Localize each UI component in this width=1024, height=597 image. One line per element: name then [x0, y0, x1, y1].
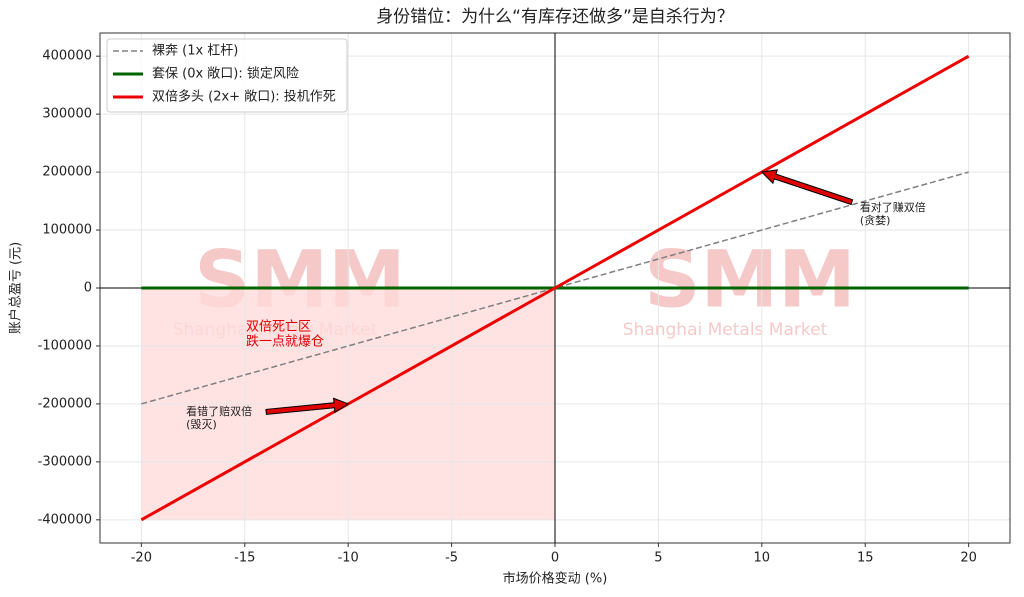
annotation-text: (毁灭): [186, 417, 217, 431]
y-tick-label: -400000: [38, 512, 92, 527]
y-tick-label: 400000: [42, 49, 92, 64]
series-line: [141, 171, 969, 405]
x-tick-label: -20: [131, 551, 152, 566]
x-axis-label: 市场价格变动 (%): [503, 571, 608, 587]
y-tick-label: -200000: [38, 396, 92, 411]
y-axis-label: 账户总盈亏 (元): [8, 242, 24, 334]
zone-label: 跌一点就爆仓: [246, 334, 324, 350]
annotation-text: 看对了赚双倍: [860, 200, 926, 214]
zone-label: 双倍死亡区: [246, 320, 311, 335]
x-tick-label: -10: [338, 551, 359, 566]
x-tick-label: 10: [754, 551, 771, 566]
watermark-logo: SMM: [644, 235, 855, 325]
x-tick-label: 20: [960, 551, 977, 566]
x-tick-label: -5: [445, 551, 458, 566]
annotation-arrow: [760, 169, 854, 206]
x-tick-label: 5: [654, 551, 662, 566]
y-tick-label: 100000: [42, 223, 92, 238]
x-tick-label: -15: [234, 551, 255, 566]
x-tick-label: 15: [857, 551, 874, 566]
y-tick-label: -100000: [38, 338, 92, 353]
x-tick-label: 0: [551, 551, 559, 566]
y-tick-label: -300000: [38, 454, 92, 469]
annotation-text: 看错了赔双倍: [186, 404, 252, 418]
y-tick-label: 300000: [42, 107, 92, 122]
y-tick-label: 200000: [42, 165, 92, 180]
chart-title: 身份错位：为什么“有库存还做多”是自杀行为？: [376, 7, 734, 27]
legend-label: 双倍多头 (2x+ 敞口): 投机作死: [152, 89, 336, 105]
legend-label: 裸奔 (1x 杠杆): [152, 43, 238, 59]
legend-box: [106, 38, 348, 113]
annotation-text: (贪婪): [860, 213, 891, 227]
annotation-arrow: [265, 397, 350, 415]
series-line: [140, 54, 970, 522]
y-tick-label: 0: [84, 281, 92, 296]
watermark-text: Shanghai Metals Market: [623, 320, 828, 340]
legend-label: 套保 (0x 敞口): 锁定风险: [152, 66, 299, 82]
